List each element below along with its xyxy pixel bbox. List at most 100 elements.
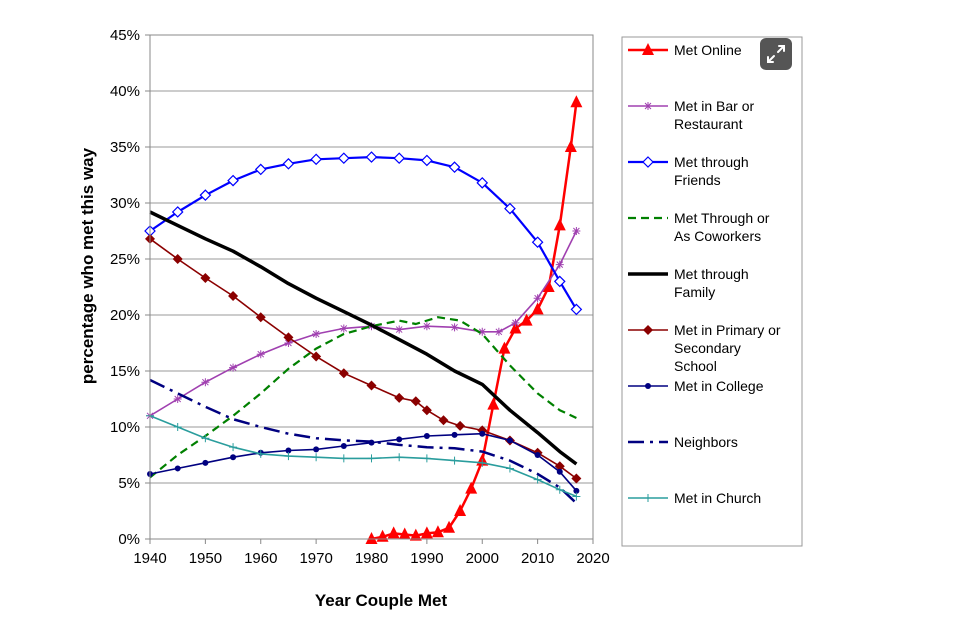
legend-label: As Coworkers (674, 228, 761, 244)
data-point (570, 303, 583, 316)
data-point (340, 443, 347, 450)
data-point (450, 323, 459, 332)
data-point (531, 302, 544, 315)
y-tick-label: 25% (110, 251, 140, 268)
data-point (509, 321, 522, 334)
legend-item: Met Online (628, 42, 742, 58)
data-point (256, 350, 265, 359)
data-point (337, 152, 350, 165)
legend-item: Met in Church (628, 490, 761, 506)
data-point (520, 313, 533, 326)
series-met-through-friends (144, 151, 583, 316)
data-point (230, 454, 237, 461)
data-point (395, 325, 404, 334)
legend-label: School (674, 358, 717, 374)
data-point (173, 423, 182, 431)
data-point (572, 227, 581, 235)
data-point (572, 492, 581, 501)
data-point (229, 363, 238, 372)
data-point (254, 163, 267, 176)
legend-label: Restaurant (674, 116, 743, 132)
data-point (395, 453, 404, 462)
data-point (511, 318, 520, 327)
data-point (410, 396, 421, 407)
legend-label: Family (674, 284, 715, 300)
x-tick-label: 1960 (244, 550, 277, 567)
data-point (202, 459, 209, 466)
y-tick-label: 20% (110, 307, 140, 324)
data-point (556, 468, 563, 475)
data-point (201, 378, 210, 387)
x-axis-ticks: 1940 1950 1960 1970 1980 1990 2000 2010 2020 (133, 539, 610, 567)
data-point (421, 154, 433, 167)
y-tick-label: 45% (110, 27, 140, 44)
data-point (283, 332, 294, 343)
data-point (256, 449, 265, 458)
legend-item: Met in College (628, 378, 764, 394)
data-point (570, 95, 583, 108)
legend-label: Neighbors (674, 434, 738, 450)
data-point (199, 189, 212, 202)
legend-item: Met Through or As Coworkers (628, 210, 770, 244)
data-point (366, 380, 377, 391)
data-point (228, 290, 239, 301)
data-point (255, 312, 266, 323)
data-point (564, 140, 577, 152)
data-point (227, 174, 239, 187)
data-point (285, 447, 292, 454)
data-point (443, 520, 456, 533)
data-point (645, 383, 651, 389)
y-axis-title: percentage who met this way (78, 147, 97, 384)
series-met-through-or-as-coworkers (149, 316, 577, 479)
data-point (465, 481, 478, 494)
data-point (498, 341, 511, 354)
series-met-through-family (149, 210, 578, 466)
data-point (573, 487, 580, 494)
y-tick-label: 40% (110, 83, 140, 100)
data-point (174, 465, 181, 472)
data-point (171, 206, 184, 218)
data-point (642, 156, 654, 168)
legend-label: Met in College (674, 378, 764, 394)
data-point (478, 458, 487, 467)
data-point (533, 294, 542, 303)
legend-box (621, 36, 803, 547)
data-point (642, 43, 654, 55)
y-tick-label: 15% (110, 363, 140, 380)
data-point (229, 443, 238, 452)
data-point (310, 153, 322, 166)
data-point (455, 420, 466, 431)
series-line (149, 415, 577, 498)
data-point (450, 456, 459, 465)
data-point (533, 475, 542, 484)
series-neighbors (149, 378, 578, 505)
data-point (448, 161, 461, 174)
y-axis-ticks: 0% 5% 10% 15% 20% 25% 30% 35% 40% 45% (110, 27, 150, 548)
data-point (487, 397, 500, 410)
data-point (643, 325, 653, 335)
y-tick-label: 35% (110, 139, 140, 156)
legend-item: Met through Friends (628, 154, 749, 188)
series-met-in-bar-or-restaurant (146, 227, 581, 420)
data-point (542, 280, 555, 292)
data-point (172, 254, 183, 264)
series-line (149, 316, 577, 479)
data-point (387, 526, 400, 539)
x-tick-label: 1970 (299, 550, 332, 567)
legend-label: Met Online (674, 42, 742, 58)
data-point (200, 273, 211, 284)
data-point (420, 526, 433, 539)
expand-button[interactable] (760, 38, 792, 70)
x-tick-label: 2000 (466, 550, 499, 567)
data-point (479, 430, 486, 437)
data-point (396, 436, 403, 443)
series-line (149, 210, 578, 466)
data-point (421, 405, 432, 416)
x-tick-label: 1950 (189, 550, 222, 567)
data-point (313, 446, 320, 453)
data-point (365, 532, 378, 544)
data-point (553, 275, 566, 288)
data-point (339, 324, 348, 333)
y-tick-label: 5% (118, 475, 140, 492)
